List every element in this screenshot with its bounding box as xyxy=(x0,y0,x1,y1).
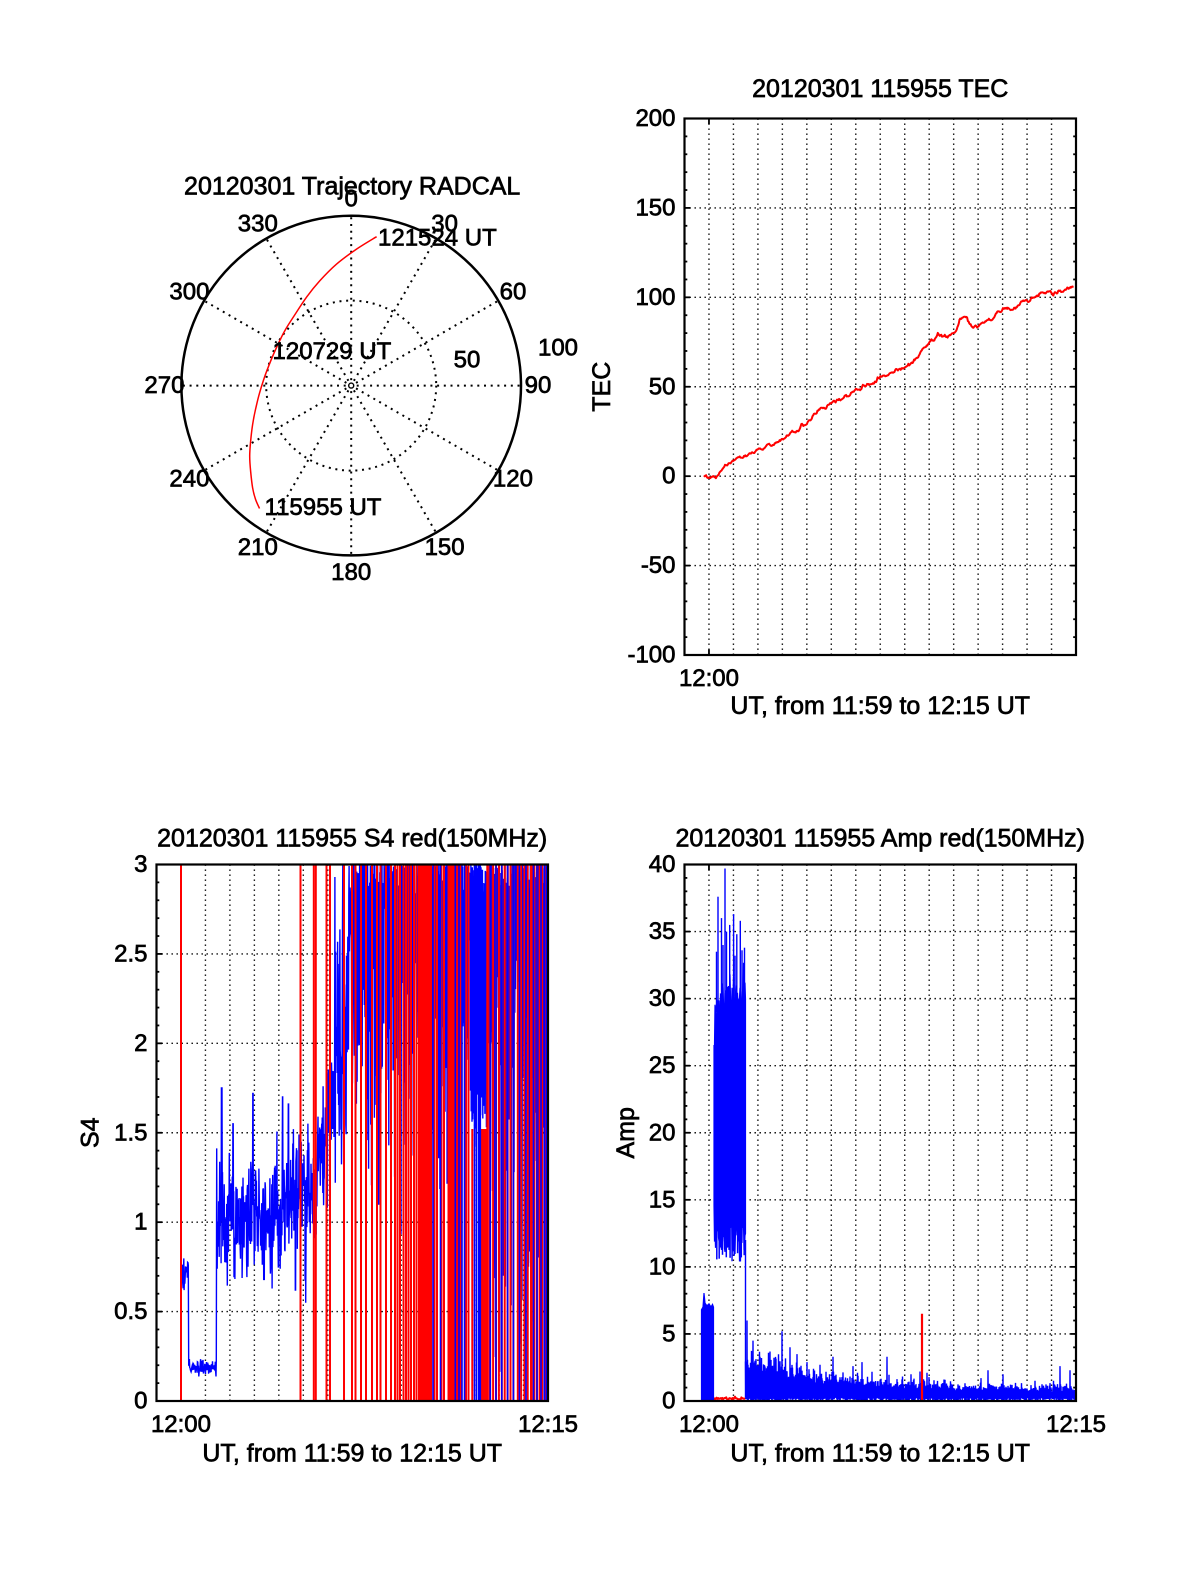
svg-text:12:00: 12:00 xyxy=(679,665,739,692)
svg-text:30: 30 xyxy=(649,985,676,1012)
svg-text:10: 10 xyxy=(649,1253,676,1280)
svg-text:UT, from 11:59 to 12:15 UT: UT, from 11:59 to 12:15 UT xyxy=(730,1440,1030,1468)
svg-text:20120301 115955 TEC: 20120301 115955 TEC xyxy=(752,75,1008,103)
svg-text:100: 100 xyxy=(538,335,578,362)
svg-text:TEC: TEC xyxy=(588,362,616,412)
svg-text:UT, from 11:59 to 12:15 UT: UT, from 11:59 to 12:15 UT xyxy=(730,692,1030,720)
svg-text:0: 0 xyxy=(345,185,358,212)
svg-text:1.5: 1.5 xyxy=(114,1119,147,1146)
svg-text:240: 240 xyxy=(169,465,209,492)
svg-text:S4: S4 xyxy=(77,1117,105,1148)
svg-text:12:00: 12:00 xyxy=(151,1411,211,1438)
svg-text:-100: -100 xyxy=(627,642,675,669)
svg-text:330: 330 xyxy=(238,210,278,237)
svg-text:30: 30 xyxy=(431,210,458,237)
svg-text:25: 25 xyxy=(649,1052,676,1079)
svg-text:150: 150 xyxy=(425,534,465,561)
svg-text:20120301 115955 Amp red(150MHz: 20120301 115955 Amp red(150MHz) xyxy=(675,825,1085,853)
svg-text:20120301 Trajectory RADCAL: 20120301 Trajectory RADCAL xyxy=(184,173,520,201)
svg-text:0: 0 xyxy=(662,1388,675,1415)
svg-text:90: 90 xyxy=(525,372,552,399)
svg-text:50: 50 xyxy=(454,347,481,374)
svg-text:2: 2 xyxy=(134,1030,147,1057)
svg-text:150: 150 xyxy=(635,194,675,221)
svg-text:121524 UT: 121524 UT xyxy=(378,225,497,252)
svg-text:0: 0 xyxy=(662,463,675,490)
svg-text:35: 35 xyxy=(649,918,676,945)
svg-text:5: 5 xyxy=(662,1320,675,1347)
svg-text:120: 120 xyxy=(493,465,533,492)
svg-text:0: 0 xyxy=(134,1388,147,1415)
svg-text:20120301 115955 S4 red(150MHz): 20120301 115955 S4 red(150MHz) xyxy=(157,825,547,853)
svg-text:UT, from 11:59 to 12:15 UT: UT, from 11:59 to 12:15 UT xyxy=(202,1440,502,1468)
svg-text:0.5: 0.5 xyxy=(114,1298,147,1325)
svg-text:180: 180 xyxy=(331,559,371,586)
svg-text:3: 3 xyxy=(134,851,147,878)
svg-text:60: 60 xyxy=(500,279,527,306)
svg-text:15: 15 xyxy=(649,1186,676,1213)
svg-text:-50: -50 xyxy=(641,552,676,579)
svg-text:115955 UT: 115955 UT xyxy=(265,494,382,521)
svg-text:50: 50 xyxy=(649,373,676,400)
svg-text:120729 UT: 120729 UT xyxy=(273,338,392,365)
svg-text:20: 20 xyxy=(649,1119,676,1146)
svg-text:Amp: Amp xyxy=(612,1107,640,1158)
svg-text:12:00: 12:00 xyxy=(679,1411,739,1438)
svg-text:12:15: 12:15 xyxy=(518,1411,578,1438)
svg-text:2.5: 2.5 xyxy=(114,940,147,967)
svg-text:100: 100 xyxy=(635,284,675,311)
svg-text:270: 270 xyxy=(144,372,184,399)
svg-text:12:15: 12:15 xyxy=(1046,1411,1106,1438)
svg-text:200: 200 xyxy=(635,105,675,132)
svg-text:1: 1 xyxy=(134,1209,147,1236)
svg-text:210: 210 xyxy=(238,534,278,561)
svg-text:40: 40 xyxy=(649,851,676,878)
svg-text:300: 300 xyxy=(169,279,209,306)
